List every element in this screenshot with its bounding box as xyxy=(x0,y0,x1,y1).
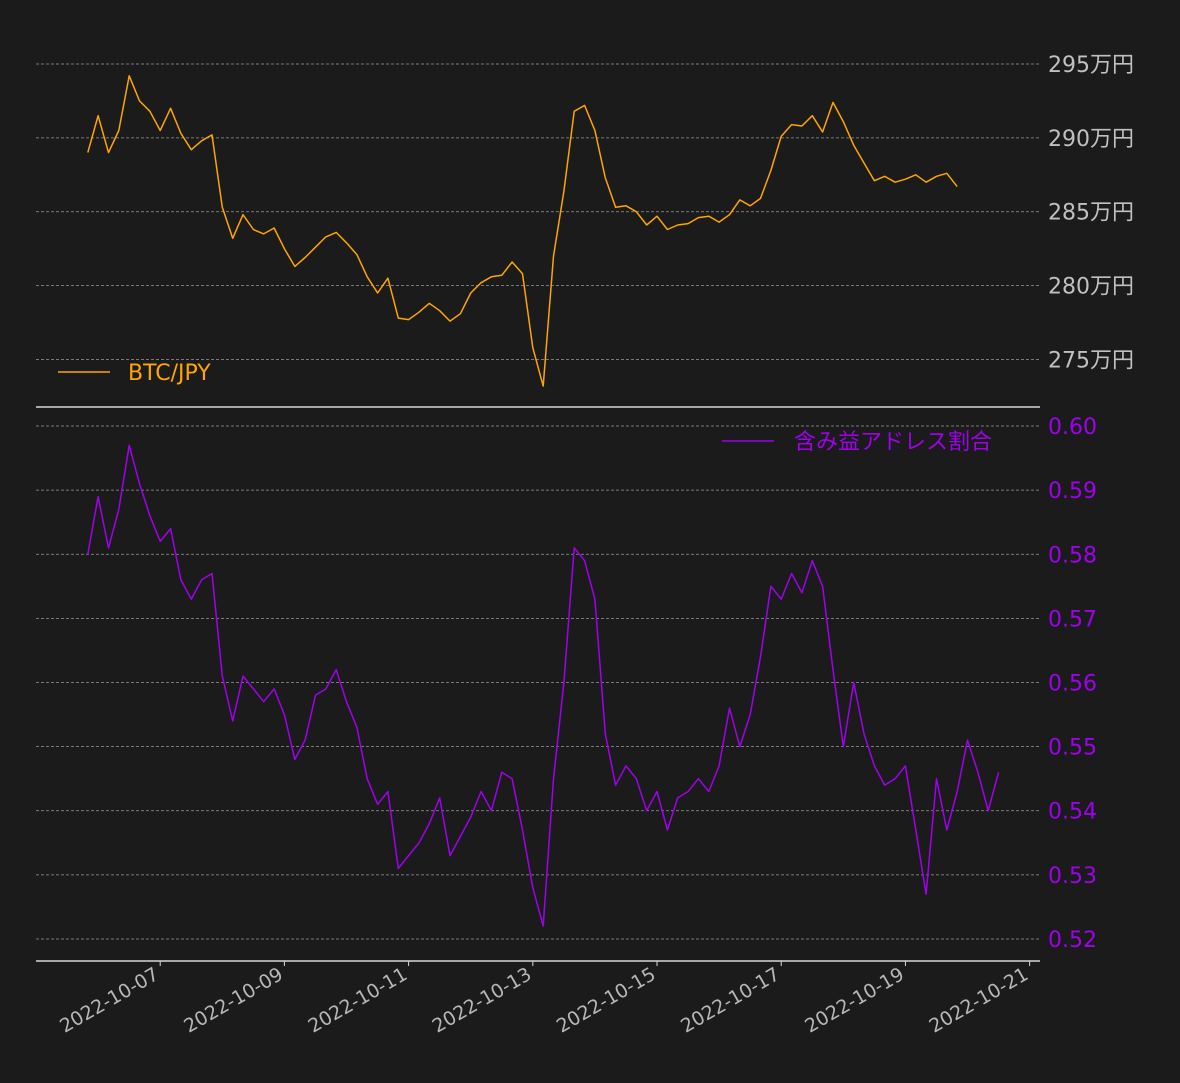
ratio-y-tick-label: 0.56 xyxy=(1048,672,1097,697)
ratio-y-tick-label: 0.54 xyxy=(1048,800,1097,825)
ratio-legend: 含み益アドレス割合 xyxy=(722,430,992,455)
ratio-y-tick-label: 0.57 xyxy=(1048,607,1097,632)
btc-y-tick-label: 275万円 xyxy=(1048,348,1134,373)
profit-address-ratio-line xyxy=(87,444,1000,927)
btc-legend-label: BTC/JPY xyxy=(128,361,211,386)
btc-gridlines xyxy=(36,63,1040,360)
ratio-y-tick-label: 0.52 xyxy=(1048,928,1097,953)
btc-jpy-line xyxy=(87,75,958,387)
btc-y-tick-label: 295万円 xyxy=(1048,53,1134,78)
btc-legend: BTC/JPY xyxy=(58,361,211,386)
ratio-y-tick-labels: 0.52 0.53 0.54 0.55 0.56 0.57 0.58 0.59 0.60 xyxy=(1048,415,1097,953)
btc-price-panel: 275万円 280万円 285万円 290万円 295万円 BTC/JPY xyxy=(36,53,1134,408)
ratio-y-tick-label: 0.58 xyxy=(1048,543,1097,568)
ratio-legend-label: 含み益アドレス割合 xyxy=(794,430,992,455)
ratio-y-tick-label: 0.55 xyxy=(1048,736,1097,761)
btc-y-tick-labels: 275万円 280万円 285万円 290万円 295万円 xyxy=(1048,53,1134,374)
ratio-y-tick-label: 0.59 xyxy=(1048,479,1097,504)
btc-y-tick-label: 285万円 xyxy=(1048,201,1134,226)
btc-y-tick-label: 290万円 xyxy=(1048,127,1134,152)
ratio-y-tick-label: 0.60 xyxy=(1048,415,1097,440)
ratio-gridlines xyxy=(36,425,1040,940)
ratio-y-tick-label: 0.53 xyxy=(1048,864,1097,889)
btc-y-tick-label: 280万円 xyxy=(1048,275,1134,300)
